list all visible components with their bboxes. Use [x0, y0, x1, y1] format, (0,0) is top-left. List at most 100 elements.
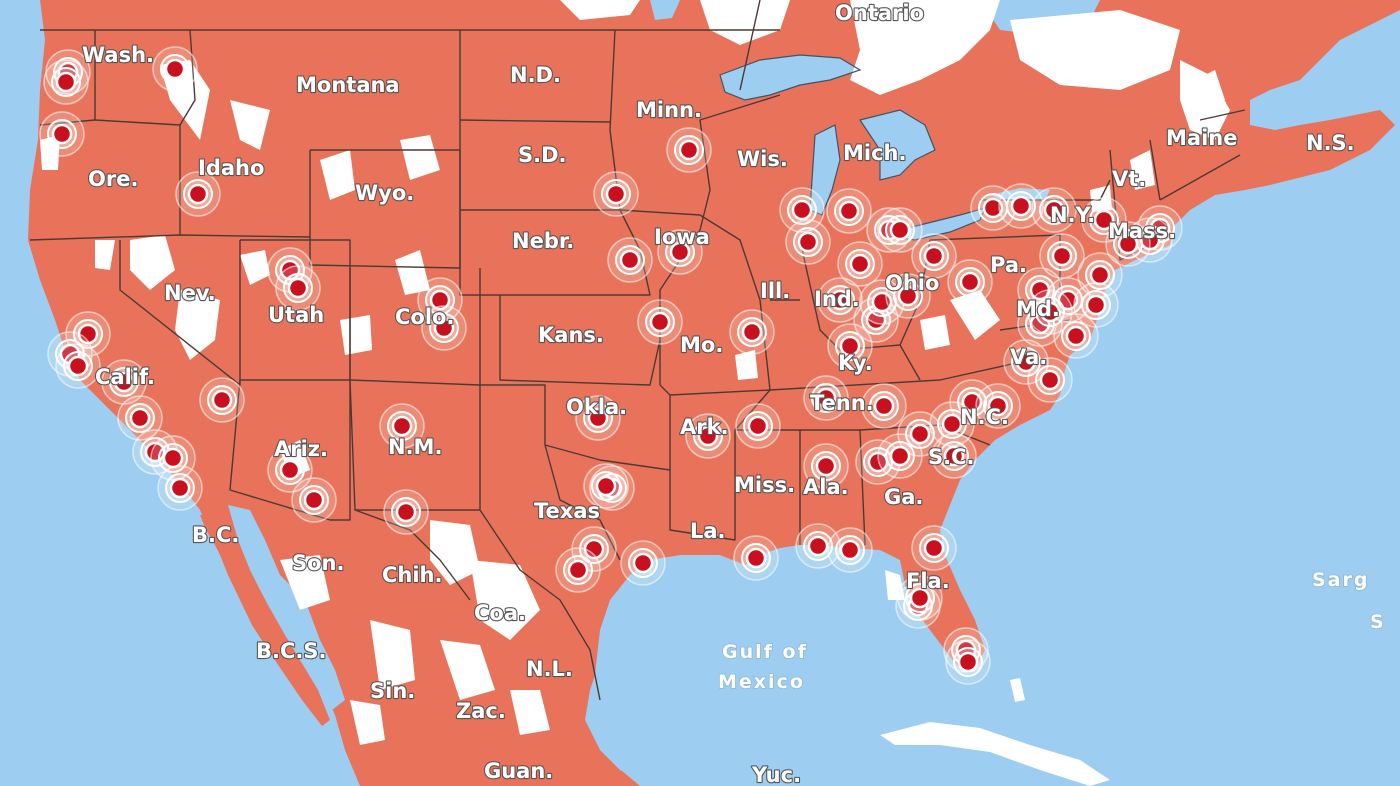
marker-dot	[873, 395, 895, 417]
tower-marker[interactable]	[945, 639, 991, 685]
label-wash: Wash.	[82, 43, 154, 67]
tower-marker[interactable]	[931, 433, 977, 479]
label-wyo: Wyo.	[355, 181, 414, 205]
marker-dot	[1010, 195, 1032, 217]
marker-dot	[982, 197, 1004, 219]
tower-marker[interactable]	[383, 489, 429, 535]
label-ore: Ore.	[88, 167, 138, 191]
marker-dot	[923, 245, 945, 267]
tower-marker[interactable]	[1053, 313, 1099, 359]
tower-marker[interactable]	[55, 343, 101, 389]
bahamas	[1010, 678, 1025, 702]
label-nc: N.C.	[960, 405, 1009, 429]
tower-marker[interactable]	[117, 395, 163, 441]
marker-dot	[923, 537, 945, 559]
tower-marker[interactable]	[575, 395, 621, 441]
tower-marker[interactable]	[785, 219, 831, 265]
atlantic-ocean	[955, 180, 1400, 786]
marker-dot	[669, 241, 691, 263]
tower-marker[interactable]	[1031, 187, 1077, 233]
label-fla: Fla.	[906, 569, 950, 593]
label-nm: N.M.	[388, 435, 442, 459]
label-ind: Ind.	[814, 287, 860, 311]
tower-marker[interactable]	[885, 273, 931, 319]
marker-dot	[747, 415, 769, 437]
tower-marker[interactable]	[877, 433, 923, 479]
tower-marker[interactable]	[637, 299, 683, 345]
tower-marker[interactable]	[291, 477, 337, 523]
tower-marker[interactable]	[379, 403, 425, 449]
marker-dot	[1039, 301, 1061, 323]
tower-marker[interactable]	[877, 207, 923, 253]
label-nd: N.D.	[510, 63, 561, 87]
marker-dot	[829, 289, 851, 311]
marker-dot	[395, 501, 417, 523]
tower-marker[interactable]	[837, 241, 883, 287]
tower-marker[interactable]	[152, 46, 198, 92]
tower-marker[interactable]	[1081, 197, 1127, 243]
tower-marker[interactable]	[275, 265, 321, 311]
label-sin: Sin.	[370, 679, 415, 703]
tower-marker[interactable]	[733, 535, 779, 581]
label-yuc: Yuc.	[751, 763, 801, 786]
tower-marker[interactable]	[735, 403, 781, 449]
tower-marker[interactable]	[975, 383, 1021, 429]
tower-marker[interactable]	[827, 323, 873, 369]
tower-marker[interactable]	[175, 171, 221, 217]
marker-dot	[839, 335, 861, 357]
tower-marker[interactable]	[666, 127, 712, 173]
lake-winnipeg	[650, 0, 680, 20]
tower-marker[interactable]	[827, 527, 873, 573]
label-nl: N.L.	[526, 657, 573, 681]
tower-marker[interactable]	[583, 463, 629, 509]
tower-marker[interactable]	[571, 526, 617, 572]
tower-marker[interactable]	[947, 259, 993, 305]
pacific-ocean	[0, 0, 360, 786]
tower-marker[interactable]	[607, 237, 653, 283]
tower-marker[interactable]	[1027, 289, 1073, 335]
label-coa: Coa.	[474, 601, 526, 625]
tower-marker[interactable]	[421, 305, 467, 351]
tower-marker[interactable]	[929, 401, 975, 447]
tower-marker[interactable]	[657, 229, 703, 275]
marker-dot	[815, 387, 837, 409]
marker-dot	[815, 455, 837, 477]
tower-marker[interactable]	[1039, 233, 1085, 279]
tower-marker[interactable]	[911, 233, 957, 279]
tower-marker[interactable]	[803, 375, 849, 421]
tower-marker[interactable]	[1077, 252, 1123, 298]
marker-dot	[797, 231, 819, 253]
label-utah: Utah	[268, 303, 324, 327]
no-coverage-areas	[40, 0, 1230, 745]
tower-marker[interactable]	[855, 439, 901, 485]
tower-marker[interactable]	[1027, 357, 1073, 403]
tower-marker[interactable]	[39, 111, 85, 157]
tower-marker[interactable]	[620, 540, 666, 586]
tower-marker[interactable]	[817, 277, 863, 323]
tower-marker[interactable]	[911, 525, 957, 571]
tower-marker[interactable]	[897, 575, 943, 621]
tower-marker[interactable]	[685, 413, 731, 459]
tower-marker[interactable]	[555, 547, 601, 593]
tower-marker[interactable]	[861, 383, 907, 429]
marker-dot	[941, 413, 963, 435]
marker-dot	[1015, 351, 1037, 373]
tower-marker[interactable]	[65, 311, 111, 357]
tower-marker[interactable]	[157, 465, 203, 511]
tower-marker[interactable]	[593, 171, 639, 217]
great-lake-michigan	[810, 125, 840, 215]
tower-marker[interactable]	[1105, 221, 1151, 267]
tower-marker[interactable]	[150, 435, 196, 481]
marker-dot	[391, 415, 413, 437]
tower-marker[interactable]	[43, 59, 89, 105]
label-maine: Maine	[1166, 126, 1237, 150]
tower-marker[interactable]	[199, 377, 245, 423]
tower-marker[interactable]	[803, 443, 849, 489]
tower-marker[interactable]	[101, 359, 147, 405]
tower-marker[interactable]	[826, 188, 872, 234]
tower-marker[interactable]	[729, 309, 775, 355]
tower-marker[interactable]	[267, 447, 313, 493]
tower-marker[interactable]	[998, 183, 1044, 229]
